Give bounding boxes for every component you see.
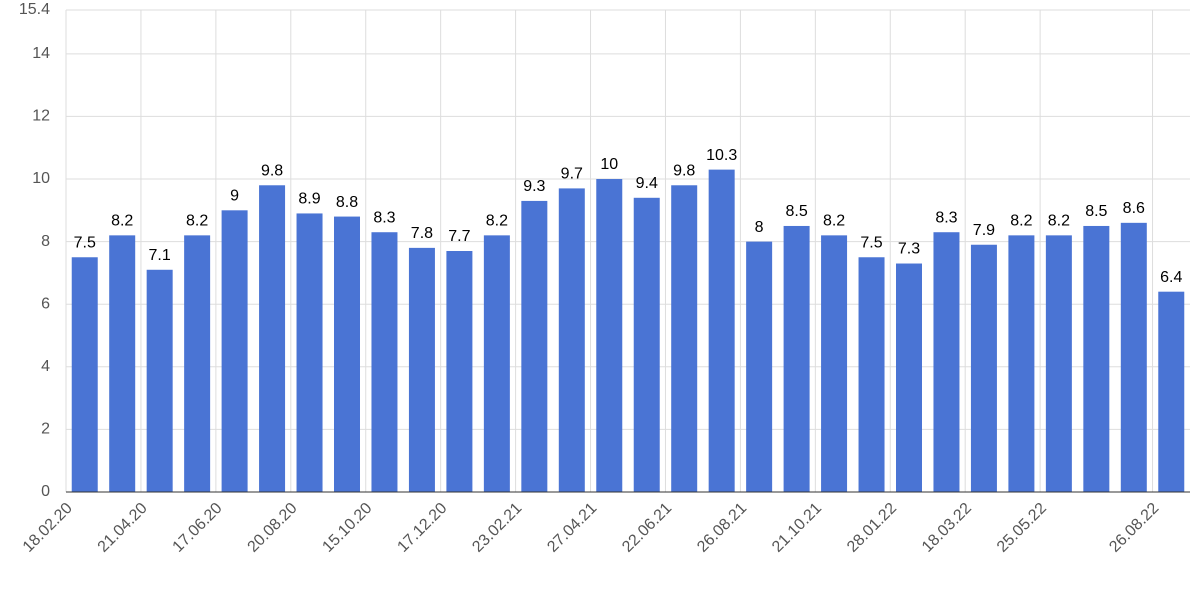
value-label: 7.8 bbox=[411, 225, 433, 242]
value-label: 7.1 bbox=[149, 247, 171, 264]
bar bbox=[521, 200, 548, 493]
bar bbox=[596, 179, 623, 492]
y-tick-label: 0 bbox=[41, 483, 50, 500]
value-label: 8.5 bbox=[1085, 203, 1107, 220]
y-tick-label: 10 bbox=[32, 170, 50, 187]
value-label: 8.2 bbox=[111, 213, 133, 230]
value-label: 10 bbox=[600, 156, 618, 173]
bar bbox=[408, 247, 435, 492]
y-tick-label: 6 bbox=[41, 295, 50, 312]
x-tick-label: 18.02.20 bbox=[20, 500, 76, 556]
value-label: 8 bbox=[755, 219, 764, 236]
x-tick-label: 26.08.21 bbox=[694, 500, 750, 556]
x-tick-label: 27.04.21 bbox=[544, 500, 600, 556]
bar bbox=[1158, 291, 1185, 492]
bar bbox=[371, 232, 398, 493]
value-label: 7.3 bbox=[898, 241, 920, 258]
x-tick-label: 26.08.22 bbox=[1106, 500, 1162, 556]
value-label: 7.7 bbox=[448, 228, 470, 245]
value-label: 7.5 bbox=[860, 234, 882, 251]
bar bbox=[1083, 225, 1110, 492]
value-label: 8.5 bbox=[785, 203, 807, 220]
x-tick-label: 15.10.20 bbox=[319, 500, 375, 556]
bar bbox=[334, 216, 360, 493]
y-tick-label: 14 bbox=[32, 45, 50, 62]
x-tick-label: 23.02.21 bbox=[469, 500, 525, 556]
bar bbox=[1120, 222, 1147, 492]
bar bbox=[671, 185, 698, 493]
bar bbox=[1045, 235, 1072, 492]
x-tick-label: 18.03.22 bbox=[919, 500, 975, 556]
bar bbox=[558, 188, 585, 493]
bar bbox=[109, 235, 136, 492]
bar bbox=[259, 185, 286, 493]
bar bbox=[896, 263, 922, 492]
y-tick-label: 15.4 bbox=[19, 1, 50, 18]
bar bbox=[221, 210, 248, 492]
bar bbox=[746, 241, 773, 492]
bar bbox=[708, 169, 735, 492]
bar bbox=[783, 225, 810, 492]
value-label: 8.2 bbox=[1010, 213, 1032, 230]
bar bbox=[821, 235, 848, 492]
value-label: 8.3 bbox=[373, 209, 395, 226]
x-tick-label: 22.06.21 bbox=[619, 500, 675, 556]
value-label: 8.8 bbox=[336, 194, 358, 211]
value-label: 9 bbox=[230, 188, 239, 205]
value-label: 10.3 bbox=[706, 147, 737, 164]
x-tick-label: 17.06.20 bbox=[170, 500, 226, 556]
value-label: 8.2 bbox=[186, 213, 208, 230]
value-label: 9.8 bbox=[261, 162, 283, 179]
bar bbox=[1008, 235, 1035, 492]
x-tick-label: 28.01.22 bbox=[844, 500, 900, 556]
value-label: 7.9 bbox=[973, 222, 995, 239]
value-label: 8.2 bbox=[823, 213, 845, 230]
x-tick-label: 25.05.22 bbox=[994, 500, 1050, 556]
value-label: 7.5 bbox=[74, 234, 96, 251]
y-tick-label: 2 bbox=[41, 421, 50, 438]
value-label: 8.6 bbox=[1123, 200, 1145, 217]
value-label: 9.3 bbox=[523, 178, 545, 195]
value-label: 9.4 bbox=[636, 175, 658, 192]
value-label: 8.9 bbox=[298, 191, 320, 208]
bar bbox=[71, 257, 98, 492]
bar bbox=[633, 197, 660, 492]
bar bbox=[146, 269, 173, 492]
bar bbox=[296, 213, 323, 492]
bar bbox=[483, 235, 510, 492]
bar bbox=[970, 244, 997, 492]
bar bbox=[184, 235, 211, 492]
y-tick-label: 12 bbox=[32, 108, 50, 125]
y-tick-label: 8 bbox=[41, 233, 50, 250]
value-label: 9.7 bbox=[561, 166, 583, 183]
value-label: 6.4 bbox=[1160, 269, 1182, 286]
bar bbox=[858, 257, 885, 492]
value-label: 8.2 bbox=[1048, 213, 1070, 230]
y-tick-label: 4 bbox=[41, 358, 50, 375]
x-tick-label: 21.10.21 bbox=[769, 500, 825, 556]
bar bbox=[446, 251, 473, 492]
x-tick-label: 20.08.20 bbox=[245, 500, 301, 556]
value-label: 8.2 bbox=[486, 213, 508, 230]
bar bbox=[933, 232, 960, 493]
x-tick-label: 21.04.20 bbox=[95, 500, 151, 556]
value-label: 9.8 bbox=[673, 162, 695, 179]
x-tick-label: 17.12.20 bbox=[394, 500, 450, 556]
value-label: 8.3 bbox=[935, 209, 957, 226]
